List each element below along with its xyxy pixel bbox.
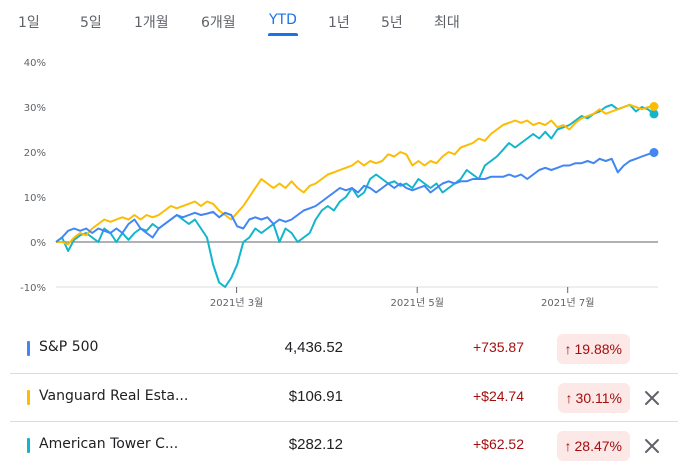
x-tick-label: 2021년 5월 <box>391 297 444 308</box>
y-tick-label: 10% <box>24 193 46 204</box>
holding-change: +$62.52 <box>473 436 524 452</box>
tab-1m[interactable]: 1개월 <box>134 15 169 31</box>
tab-5d[interactable]: 5일 <box>80 15 102 31</box>
series-line <box>56 103 655 246</box>
series-color-swatch <box>27 341 30 356</box>
close-icon <box>645 391 659 405</box>
holding-name: American Tower C... <box>39 436 179 452</box>
y-tick-label: 30% <box>24 103 46 114</box>
series-end-point <box>649 148 659 158</box>
arrow-up-icon: ↑ <box>565 390 573 406</box>
holding-row-american-tower[interactable]: American Tower C... $282.12 +$62.52 ↑ 28.… <box>10 422 678 470</box>
holding-price: $106.91 <box>288 388 343 405</box>
holding-price: $282.12 <box>288 436 343 453</box>
tab-5y[interactable]: 5년 <box>381 15 403 31</box>
row-divider <box>10 421 678 422</box>
tab-1y[interactable]: 1년 <box>328 15 350 31</box>
percent-change-badge: ↑ 28.47% <box>556 431 630 461</box>
series-end-point <box>649 109 659 119</box>
y-tick-label: 20% <box>24 148 46 159</box>
y-tick-label: 0% <box>30 238 46 249</box>
comparison-line-chart[interactable]: 40%30%20%10%0%-10% 2021년 3월 2021년 5월 2021년… <box>0 48 687 308</box>
x-tick-label: 2021년 7월 <box>541 297 594 308</box>
tab-max[interactable]: 최대 <box>434 15 460 31</box>
row-divider <box>10 373 678 374</box>
remove-comparison-button[interactable] <box>640 434 664 458</box>
percent-change-badge: ↑ 19.88% <box>556 334 630 364</box>
percent-change: 28.47% <box>574 438 622 454</box>
percent-change: 30.11% <box>575 390 622 406</box>
tab-1d[interactable]: 1일 <box>18 15 40 31</box>
y-axis: 40% 30% 20% 10% 0% -10% <box>20 58 46 294</box>
series-color-swatch <box>27 438 30 453</box>
x-tick-label: 2021년 3월 <box>210 297 263 308</box>
holding-price: 4,436.52 <box>284 339 343 356</box>
holding-name: Vanguard Real Esta... <box>39 388 189 404</box>
close-icon <box>645 439 659 453</box>
y-tick-label: 40% <box>24 58 46 69</box>
series-end-points <box>649 102 659 158</box>
holding-name: S&P 500 <box>39 339 99 355</box>
y-tick-label: -10% <box>20 283 46 294</box>
tab-ytd[interactable]: YTD <box>269 12 297 28</box>
series-color-swatch <box>27 390 30 405</box>
tab-6m[interactable]: 6개월 <box>201 15 236 31</box>
arrow-up-icon: ↑ <box>564 341 572 357</box>
series-line <box>55 103 655 288</box>
arrow-up-icon: ↑ <box>564 438 572 454</box>
range-tabs: 1일 5일 1개월 6개월 YTD 1년 5년 최대 <box>0 0 687 40</box>
holding-row-sp500[interactable]: S&P 500 4,436.52 +735.87 ↑ 19.88% <box>10 325 678 373</box>
series-end-point <box>649 102 659 112</box>
holding-row-vanguard[interactable]: Vanguard Real Esta... $106.91 +$24.74 ↑ 3… <box>10 374 678 422</box>
holding-change: +$24.74 <box>473 388 524 404</box>
percent-change-badge: ↑ 30.11% <box>557 383 630 413</box>
x-axis-ticks: 2021년 3월 2021년 5월 2021년 7월 <box>210 287 594 308</box>
remove-comparison-button[interactable] <box>640 386 664 410</box>
holding-change: +735.87 <box>473 339 524 355</box>
series-lines <box>55 103 655 288</box>
active-tab-indicator <box>268 33 298 36</box>
series-line <box>55 151 655 243</box>
percent-change: 19.88% <box>574 341 622 357</box>
